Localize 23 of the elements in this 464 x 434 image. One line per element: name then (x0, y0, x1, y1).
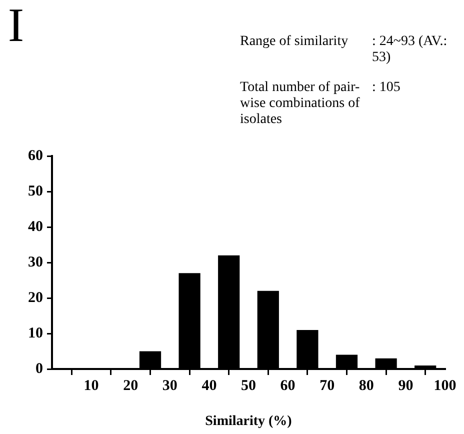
chart-title: I (8, 0, 24, 52)
y-tick-label: 30 (28, 254, 43, 270)
x-tick-label: 40 (202, 378, 217, 394)
y-tick-label: 10 (28, 325, 43, 342)
x-tick-label: 90 (398, 378, 414, 394)
x-axis-title: Similarity (%) (205, 414, 292, 430)
x-tick-label: 30 (162, 378, 178, 394)
x-tick-label: 60 (280, 378, 296, 394)
y-tick-label: 60 (28, 148, 43, 164)
y-tick-label: 40 (28, 218, 43, 235)
x-tick-label: 10 (84, 378, 99, 394)
text: Total number of pair-wise combinations of isolates (240, 80, 361, 128)
x-tick-label: 70 (320, 378, 335, 394)
y-tick-label: 0 (36, 360, 43, 377)
y-tick-label: 20 (28, 290, 43, 306)
text: Range of similarity (240, 34, 350, 51)
text: : 24~93 (AV.: 53) (372, 34, 448, 66)
x-tick-label: 20 (123, 378, 138, 394)
y-tick-label: 50 (28, 183, 43, 200)
x-tick-label: 50 (241, 378, 256, 394)
x-tick-label: 100 (434, 378, 456, 394)
text: : 105 (372, 80, 402, 97)
x-tick-label: 80 (358, 378, 374, 394)
